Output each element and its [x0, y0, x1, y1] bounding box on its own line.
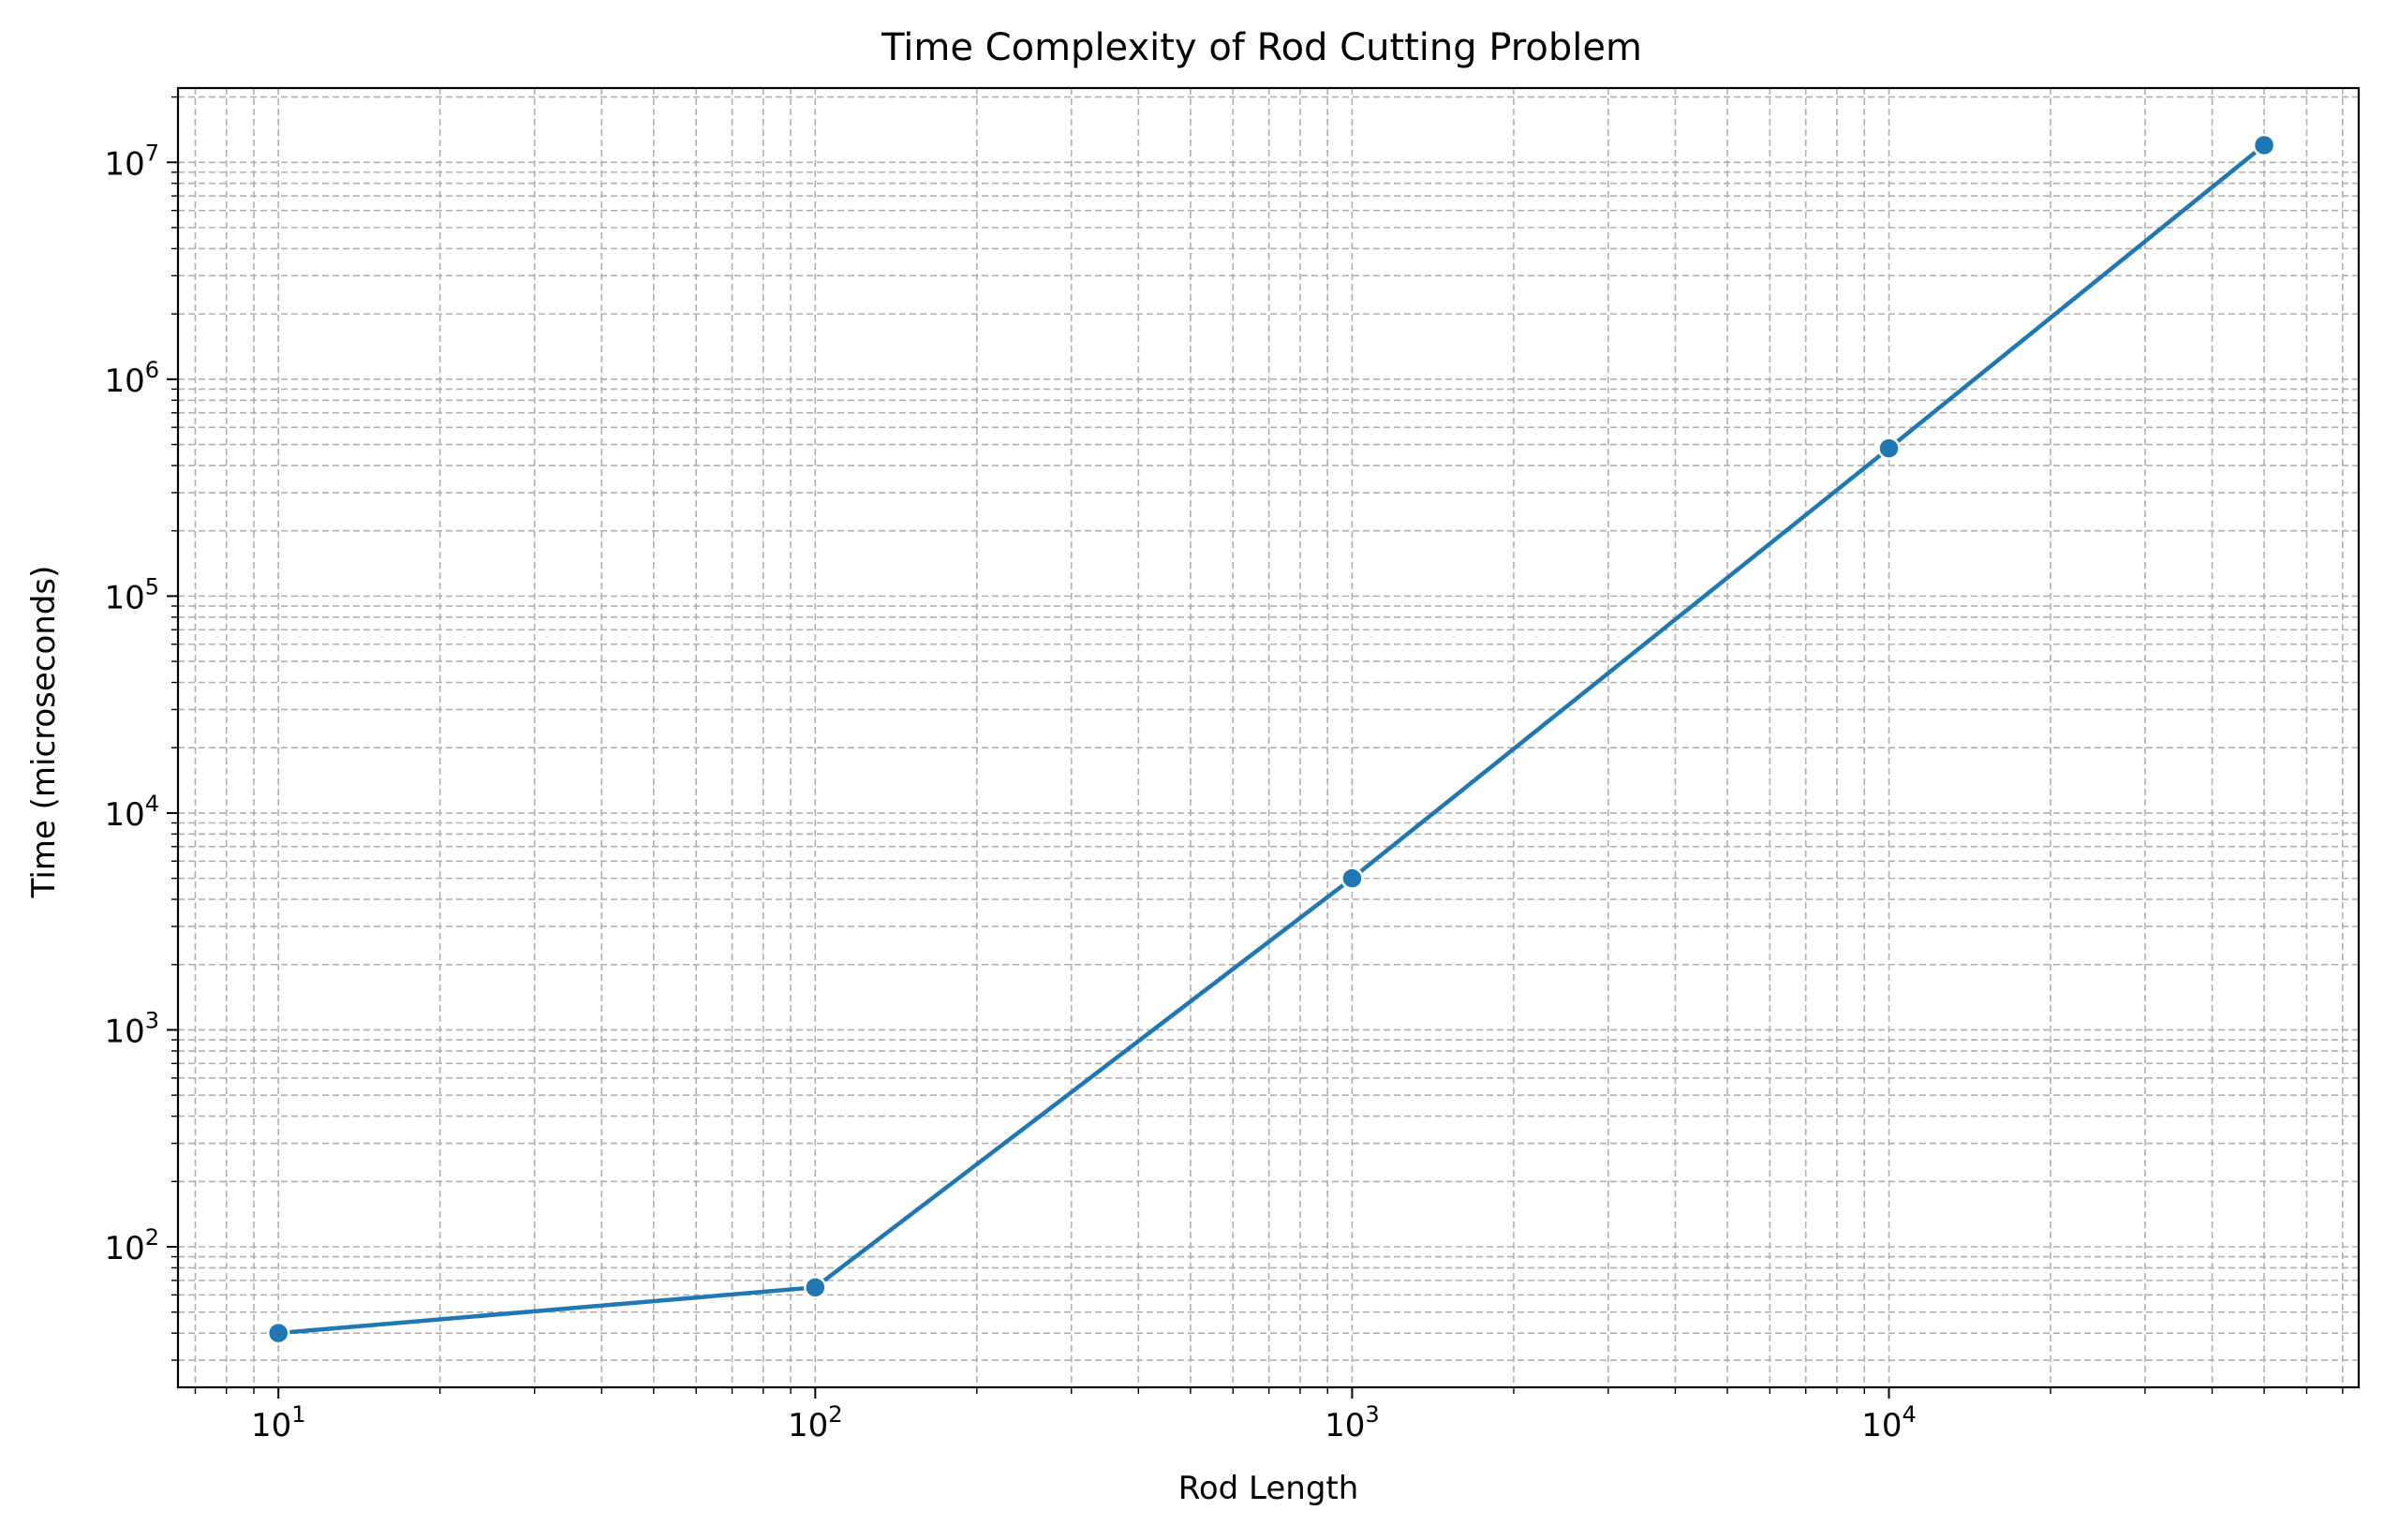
data-point [266, 1321, 290, 1345]
x-tick-label: 101 [251, 1401, 306, 1444]
x-tick-label: 104 [1861, 1401, 1917, 1444]
series-layer [266, 133, 2276, 1345]
data-point [2252, 133, 2276, 157]
y-tick-label: 106 [104, 357, 159, 400]
y-tick-label: 102 [104, 1224, 159, 1267]
chart-title: Time Complexity of Rod Cutting Problem [881, 26, 1642, 69]
x-tick-label: 102 [788, 1401, 843, 1444]
tick-labels: 101 102 103 104 102 103 104 105 106 107 [104, 140, 1916, 1444]
axis-ticks [167, 96, 2344, 1399]
x-tick-label: 103 [1325, 1401, 1380, 1444]
data-point [804, 1276, 827, 1299]
data-point [1340, 866, 1364, 890]
grid-lines [178, 88, 2359, 1387]
y-tick-label: 105 [104, 573, 159, 616]
x-axis-label: Rod Length [1178, 1470, 1359, 1507]
y-tick-label: 103 [104, 1007, 159, 1050]
y-axis-label: Time (microseconds) [25, 566, 63, 899]
y-tick-label: 104 [104, 791, 159, 834]
y-tick-label: 107 [104, 140, 159, 183]
data-point [1877, 437, 1901, 460]
